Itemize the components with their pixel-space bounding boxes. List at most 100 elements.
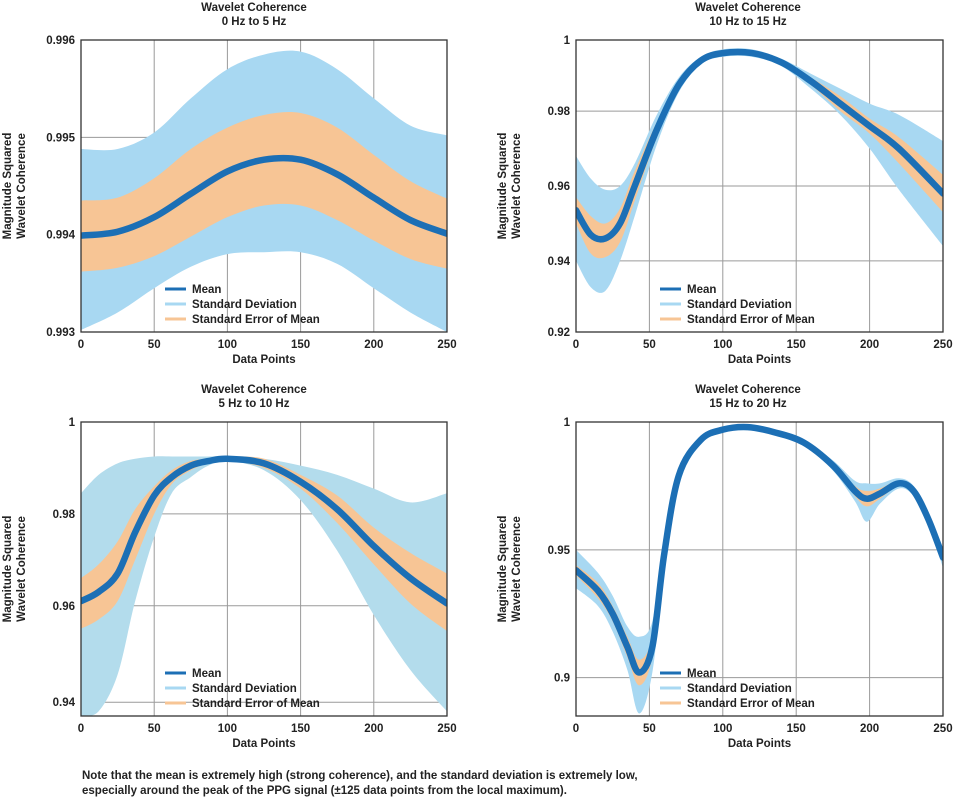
y-tick-label: 0.96 <box>548 181 570 193</box>
plot-frame <box>80 421 448 717</box>
legend-label: Standard Deviation <box>192 683 297 695</box>
legend-label: Standard Deviation <box>192 299 297 311</box>
legend-label: Mean <box>192 668 221 680</box>
x-tick-label: 100 <box>713 723 732 735</box>
x-tick-label: 250 <box>933 339 952 351</box>
chart-panel-1: 0 50 100 150 200 250 0.993 0.994 0.995 0.996 Wavel… <box>2 2 457 366</box>
std-dev-band <box>576 48 943 293</box>
chart-bands <box>576 423 943 714</box>
x-tick-label: 200 <box>860 723 879 735</box>
x-tick-label: 0 <box>78 339 84 351</box>
x-tick-label: 50 <box>148 339 161 351</box>
legend: Mean Standard Deviation Standard Error of … <box>165 668 320 710</box>
y-axis-label: Wavelet Coherence <box>511 133 523 239</box>
x-tick-label: 200 <box>364 339 383 351</box>
x-tick-label: 150 <box>787 723 806 735</box>
x-tick-label: 150 <box>291 723 310 735</box>
plot-frame <box>80 39 448 333</box>
y-axis-label: Magnitude Squared <box>2 133 14 240</box>
y-tick-label: 1 <box>564 35 571 47</box>
y-tick-label: 0.996 <box>46 35 75 47</box>
x-tick-label: 150 <box>787 339 806 351</box>
x-tick-label: 100 <box>218 723 237 735</box>
y-tick-label: 0.94 <box>548 256 571 268</box>
x-axis-label: Data Points <box>232 354 295 366</box>
legend-label: Mean <box>687 668 716 680</box>
std-dev-band <box>576 424 943 714</box>
note-line-1: Note that the mean is extremely high (st… <box>82 770 638 782</box>
x-tick-label: 0 <box>78 723 84 735</box>
plot-frame <box>575 39 944 333</box>
chart-title: Wavelet Coherence <box>201 2 307 14</box>
x-tick-label: 250 <box>437 339 456 351</box>
x-tick-label: 200 <box>860 339 879 351</box>
legend-label: Mean <box>192 284 221 296</box>
chart-bands <box>81 455 447 716</box>
y-tick-label: 0.995 <box>46 132 75 144</box>
legend-label: Standard Deviation <box>687 299 792 311</box>
legend: Mean Standard Deviation Standard Error of … <box>660 668 815 710</box>
legend-label: Standard Deviation <box>687 683 792 695</box>
y-tick-label: 0.96 <box>53 601 75 613</box>
y-tick-label: 0.9 <box>554 673 570 685</box>
y-axis-label: Magnitude Squared <box>2 516 14 623</box>
x-axis-label: Data Points <box>232 738 295 750</box>
legend-label: Standard Error of Mean <box>687 314 815 326</box>
chart-subtitle: 10 Hz to 15 Hz <box>709 16 787 28</box>
mean-line <box>576 48 943 243</box>
chart-subtitle: 15 Hz to 20 Hz <box>709 398 787 410</box>
mean-line <box>81 455 447 607</box>
x-tick-label: 50 <box>643 339 656 351</box>
legend-label: Standard Error of Mean <box>192 698 320 710</box>
y-axis-label: Magnitude Squared <box>497 133 509 240</box>
x-tick-label: 250 <box>437 723 456 735</box>
y-tick-label: 1 <box>69 417 76 429</box>
y-axis-label: Magnitude Squared <box>497 516 509 623</box>
mean-line <box>81 154 447 239</box>
x-tick-label: 50 <box>148 723 161 735</box>
mean-line <box>576 423 943 676</box>
chart-subtitle: 0 Hz to 5 Hz <box>222 16 287 28</box>
chart-panel-4: 0 50 100 150 200 250 0.9 0.95 1 Wavelet Coherence… <box>497 384 953 750</box>
y-tick-label: 0.98 <box>53 509 76 521</box>
wavelet-coherence-figure: 0 50 100 150 200 2500.9930.9940.9950.996Wavel… <box>2 2 953 750</box>
x-tick-label: 100 <box>713 339 732 351</box>
chart-subtitle: 5 Hz to 10 Hz <box>219 398 290 410</box>
legend: Mean Standard Deviation Standard Error of … <box>165 284 320 326</box>
x-axis-label: Data Points <box>728 738 791 750</box>
x-tick-label: 150 <box>291 339 310 351</box>
x-tick-label: 100 <box>218 339 237 351</box>
y-tick-label: 0.95 <box>548 545 571 557</box>
x-tick-label: 250 <box>933 723 952 735</box>
std-err-band <box>576 425 943 686</box>
note-line-2: especially around the peak of the PPG si… <box>82 785 567 797</box>
y-tick-label: 0.993 <box>46 327 75 339</box>
y-tick-label: 0.92 <box>548 327 570 339</box>
plot-frame <box>575 421 944 717</box>
std-err-band <box>81 112 447 272</box>
figure-note: Note that the mean is extremely high (st… <box>82 769 638 799</box>
chart-title: Wavelet Coherence <box>695 384 801 396</box>
x-tick-label: 200 <box>364 723 383 735</box>
std-dev-band <box>81 456 447 716</box>
x-tick-label: 0 <box>573 339 579 351</box>
legend-label: Mean <box>687 284 716 296</box>
y-axis-label: Wavelet Coherence <box>16 516 28 622</box>
x-tick-label: 0 <box>573 723 579 735</box>
y-tick-label: 0.98 <box>548 106 571 118</box>
y-tick-label: 1 <box>564 417 571 429</box>
legend: Mean Standard Deviation Standard Error of … <box>660 284 815 326</box>
legend-label: Standard Error of Mean <box>192 314 320 326</box>
chart-title: Wavelet Coherence <box>695 2 801 14</box>
chart-title: Wavelet Coherence <box>201 384 307 396</box>
y-axis-label: Wavelet Coherence <box>16 133 28 239</box>
chart-bands <box>81 50 447 332</box>
chart-bands <box>576 48 943 293</box>
legend-label: Standard Error of Mean <box>687 698 815 710</box>
chart-panel-2: 0 50 100 150 200 250 0.92 0.94 0.96 0.98 1 Wavelet … <box>497 2 953 366</box>
x-axis-label: Data Points <box>728 354 791 366</box>
y-axis-label: Wavelet Coherence <box>511 516 523 622</box>
x-tick-label: 50 <box>643 723 656 735</box>
y-tick-label: 0.994 <box>46 230 75 242</box>
chart-panel-3: 0 50 100 150 200 250 0.94 0.96 0.98 1 Wavelet Cohe… <box>2 384 457 750</box>
